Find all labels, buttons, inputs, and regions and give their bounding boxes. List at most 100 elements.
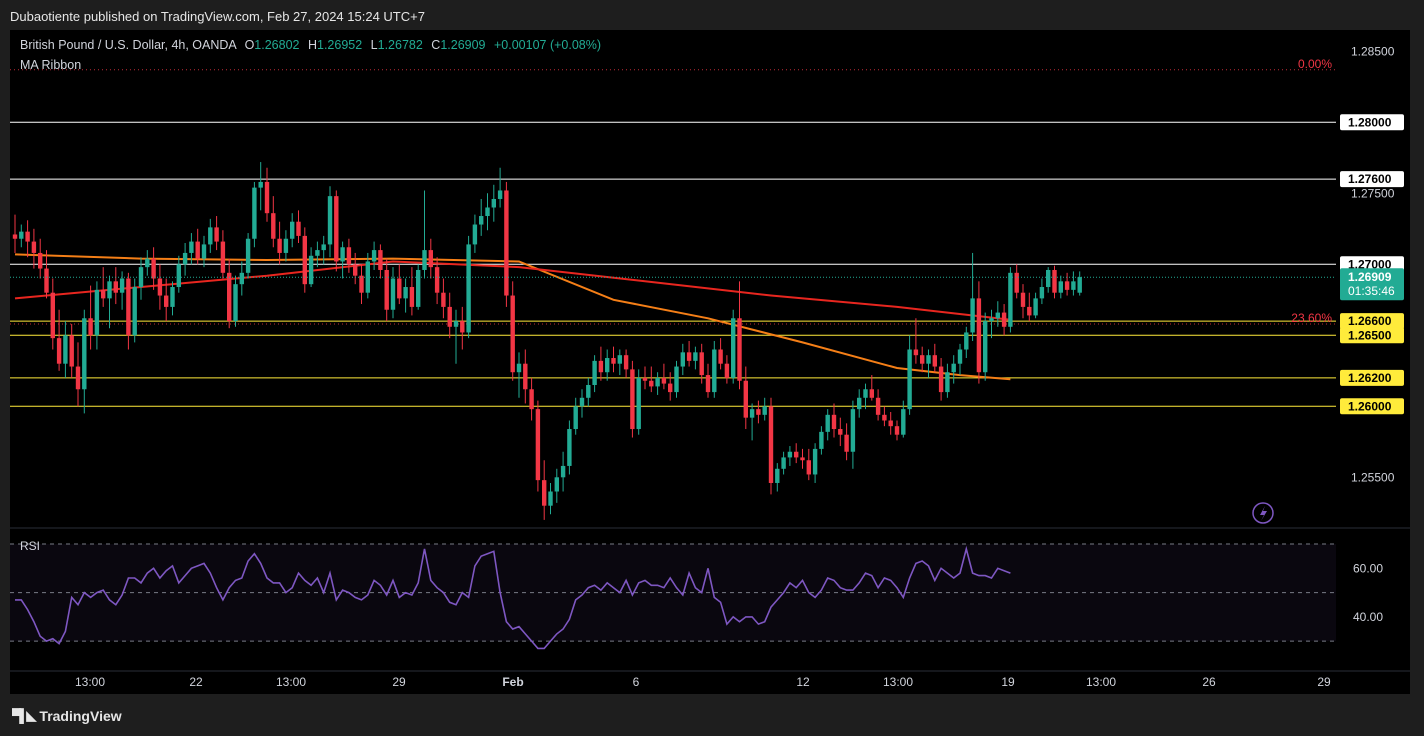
rsi-indicator-label[interactable]: RSI	[20, 539, 41, 553]
candle-body	[768, 406, 774, 483]
time-axis-tick: 29	[392, 675, 406, 689]
candle-body	[31, 241, 37, 253]
candle-body	[831, 414, 837, 430]
time-axis-tick: 22	[189, 675, 203, 689]
candle-body	[296, 221, 301, 236]
tradingview-brand[interactable]: ▀▌◣ TradingView	[12, 708, 122, 724]
candle-body	[82, 318, 87, 390]
candle-body	[888, 420, 893, 427]
candle-body	[1020, 292, 1026, 307]
candle-body	[510, 295, 515, 373]
candle-body	[907, 349, 912, 410]
candle-body	[321, 244, 326, 251]
candle-body	[75, 366, 81, 390]
candle-body	[844, 434, 849, 452]
chart-panel[interactable]: 1.28500 1.27500 1.25500 1.28000 1.27600 1.270…	[10, 30, 1410, 694]
candle-body	[245, 238, 251, 273]
candle-body	[920, 355, 925, 364]
low-value: 1.26782	[377, 38, 423, 52]
time-axis-tick: Feb	[502, 675, 523, 689]
candle-body	[1077, 277, 1082, 293]
candle-body	[699, 352, 704, 376]
candle-body	[239, 272, 244, 285]
candle-body	[1052, 269, 1057, 293]
candle-body	[913, 349, 919, 356]
candle-body	[504, 190, 509, 296]
rsi-line	[15, 545, 1011, 650]
lightning-icon[interactable]	[1252, 502, 1274, 524]
candle-body	[812, 448, 818, 475]
candle-body	[353, 264, 358, 276]
candle-body	[617, 355, 622, 364]
candle-body	[598, 360, 604, 373]
candle-body	[479, 216, 484, 225]
candle-body	[894, 426, 900, 435]
close-value: 1.26909	[440, 38, 486, 52]
candle-body	[863, 389, 868, 398]
candle-body	[277, 238, 282, 253]
rsi-axis-tick: 40.00	[1353, 610, 1383, 624]
candle-body	[882, 414, 887, 421]
candle-body	[529, 389, 534, 410]
candle-body	[271, 213, 276, 239]
price-level-tag	[1340, 171, 1404, 188]
candle-body	[25, 231, 30, 242]
close-label: C	[431, 38, 441, 52]
candle-body	[145, 258, 150, 268]
candle-body	[308, 255, 314, 285]
candle-body	[579, 397, 585, 407]
price-axis-tick: 1.28500	[1351, 44, 1395, 58]
candle-body	[409, 287, 415, 307]
candle-body	[554, 477, 559, 492]
time-axis-tick: 13:00	[883, 675, 913, 689]
candle-body	[195, 241, 200, 259]
candle-body	[88, 318, 93, 336]
candle-body	[403, 287, 408, 299]
high-value: 1.26952	[317, 38, 363, 52]
candle-body	[945, 372, 950, 393]
ma-ribbon-line-fast	[14, 260, 1011, 321]
candle-body	[938, 366, 944, 393]
candle-body	[819, 431, 824, 449]
candle-body	[623, 355, 629, 370]
candle-body	[800, 457, 805, 461]
candle-body	[787, 451, 793, 458]
price-level-tag-label: 1.26500	[1348, 328, 1392, 342]
candle-body	[586, 385, 591, 398]
candle-body	[655, 377, 660, 387]
candle-body	[516, 363, 522, 373]
candle-body	[649, 380, 654, 387]
candle-body	[743, 380, 748, 418]
price-level-tag-label: 1.28000	[1348, 115, 1392, 129]
candle-body	[1058, 281, 1063, 293]
price-chart[interactable]: 1.28500 1.27500 1.25500 1.28000 1.27600 1.270…	[10, 30, 1410, 694]
fib-level-label: 23.60%	[1291, 311, 1332, 325]
candle-body	[970, 298, 975, 333]
brand-name: TradingView	[39, 708, 122, 724]
time-axis-tick: 26	[1202, 675, 1216, 689]
symbol-name[interactable]: British Pound / U.S. Dollar, 4h, OANDA	[20, 38, 237, 52]
candle-body	[485, 207, 490, 217]
candle-body	[126, 278, 131, 336]
price-axis-tick: 1.27500	[1351, 186, 1395, 200]
candle-body	[346, 247, 352, 265]
candle-body	[983, 321, 988, 373]
candle-body	[334, 196, 339, 262]
candle-body	[107, 281, 112, 299]
candle-body	[680, 352, 685, 367]
candle-body	[964, 332, 969, 350]
candle-body	[806, 460, 811, 475]
candle-body	[302, 235, 307, 285]
candle-body	[1071, 281, 1076, 290]
candle-body	[674, 366, 679, 393]
tradingview-logo-icon: ▀▌◣	[12, 708, 36, 723]
symbol-legend: British Pound / U.S. Dollar, 4h, OANDA O…	[20, 38, 601, 52]
candle-body	[422, 250, 427, 270]
price-level-tag	[1340, 114, 1404, 131]
indicator-ma-ribbon[interactable]: MA Ribbon	[20, 58, 82, 72]
price-level-tag	[1340, 313, 1404, 330]
candle-body	[472, 224, 478, 245]
candle-body	[737, 318, 742, 381]
candle-body	[56, 338, 62, 364]
price-level-tag-label: 1.27000	[1348, 257, 1392, 271]
